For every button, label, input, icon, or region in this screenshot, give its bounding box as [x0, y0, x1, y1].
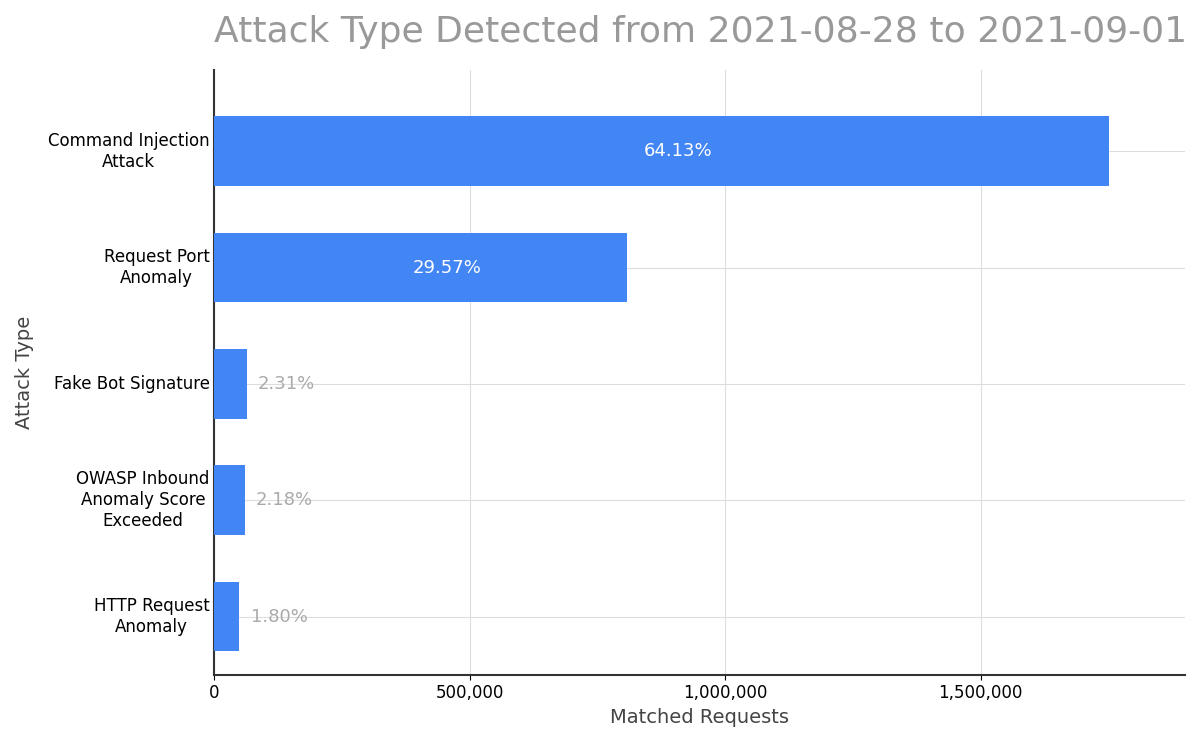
- Y-axis label: Attack Type: Attack Type: [14, 315, 34, 429]
- Bar: [215, 465, 245, 535]
- Text: 2.31%: 2.31%: [258, 375, 314, 393]
- Text: 29.57%: 29.57%: [413, 258, 481, 277]
- Bar: [215, 582, 240, 651]
- X-axis label: Matched Requests: Matched Requests: [610, 708, 790, 727]
- Text: 64.13%: 64.13%: [643, 142, 713, 160]
- Text: 1.80%: 1.80%: [251, 608, 307, 626]
- Bar: [215, 349, 246, 418]
- Bar: [215, 233, 626, 303]
- Text: Attack Type Detected from 2021-08-28 to 2021-09-01: Attack Type Detected from 2021-08-28 to …: [215, 15, 1188, 49]
- Bar: [215, 116, 1109, 186]
- Text: 2.18%: 2.18%: [256, 491, 313, 509]
